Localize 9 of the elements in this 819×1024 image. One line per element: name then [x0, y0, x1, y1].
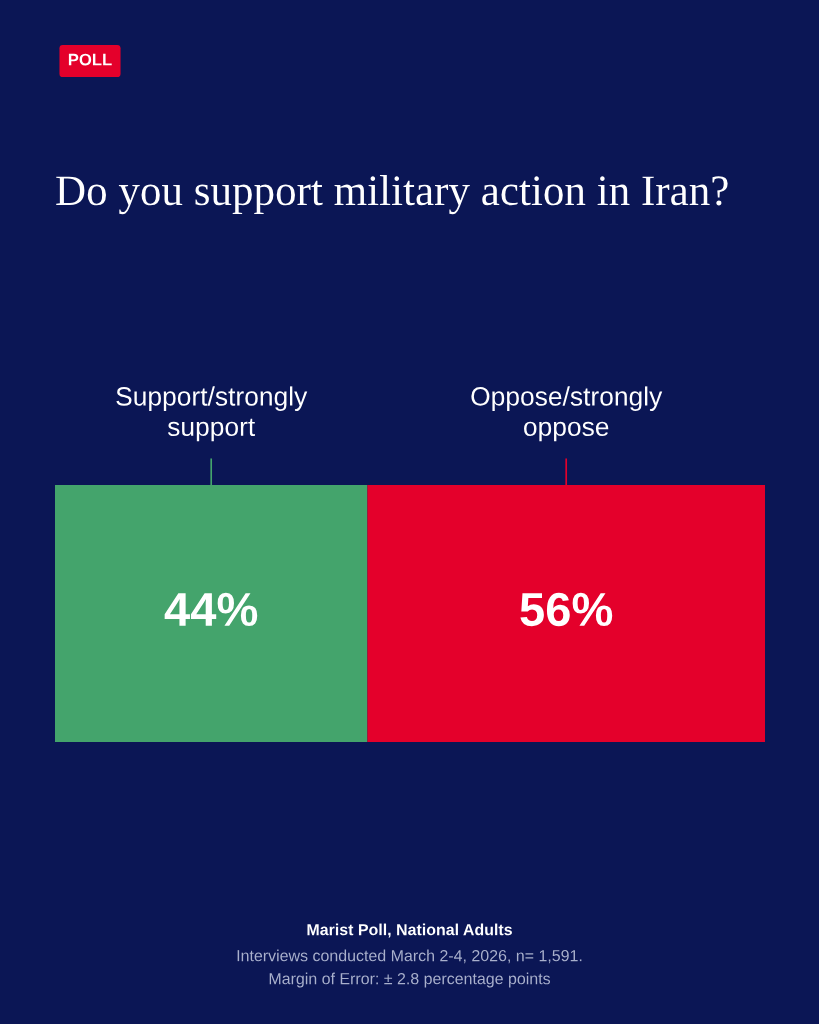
- text: Marist Poll, National Adults: [307, 923, 512, 938]
- text: Interviews conducted March 2-4, 2026, n= 1,591.: [237, 949, 582, 964]
- series-label: Oppose/strongly oppose: [471, 386, 663, 442]
- text: POLL: [68, 53, 112, 66]
- series-label: Support/strongly support: [116, 386, 308, 442]
- chart-title: Do you support military action in Iran?: [56, 175, 728, 215]
- text: Margin of Error: ± 2.8 percentage points: [269, 972, 551, 988]
- data-label: 44%: [164, 592, 258, 627]
- data-label: 56%: [520, 592, 613, 627]
